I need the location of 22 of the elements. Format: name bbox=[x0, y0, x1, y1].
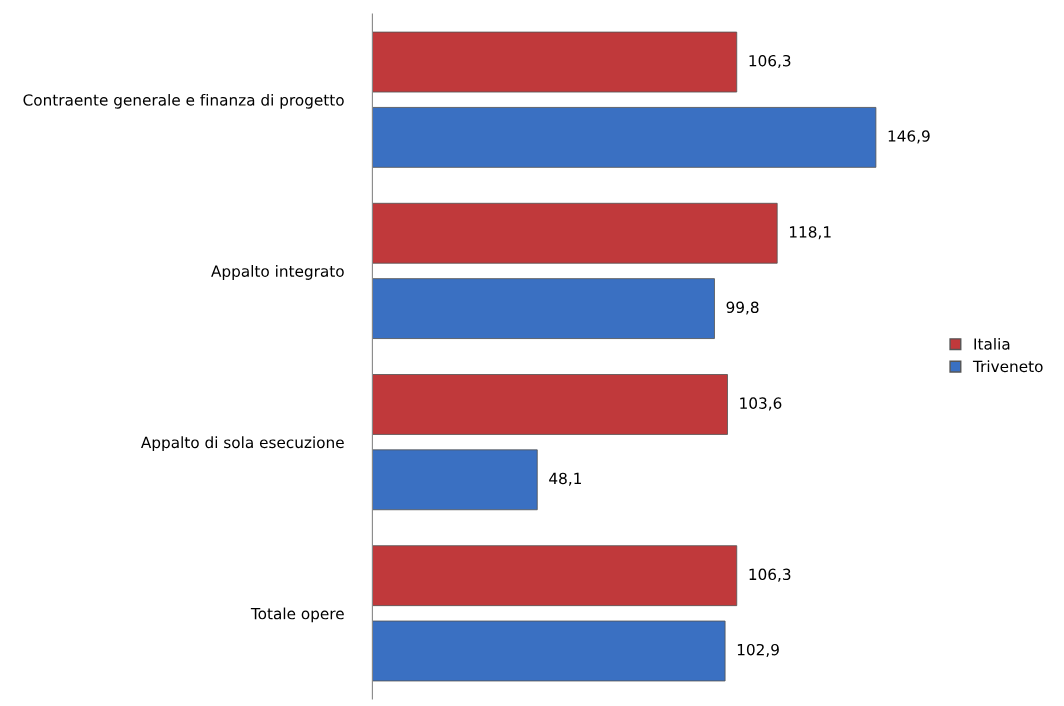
y-tick-label: Appalto integrato bbox=[211, 265, 344, 280]
y-tick-label: Appalto di sola esecuzione bbox=[140, 436, 344, 452]
bar bbox=[372, 374, 728, 435]
bar bbox=[372, 449, 538, 511]
legend-label: Italia bbox=[974, 337, 1010, 350]
bar bbox=[372, 107, 877, 168]
bar bbox=[372, 31, 738, 93]
data-label: 48,1 bbox=[549, 472, 581, 486]
data-label: 118,1 bbox=[789, 226, 831, 240]
data-label: 99,8 bbox=[726, 301, 759, 315]
legend-label: Triveneto bbox=[972, 360, 1043, 373]
bar bbox=[372, 202, 778, 264]
data-label: 106,3 bbox=[749, 568, 791, 582]
y-tick-label: Totale opere bbox=[250, 607, 344, 623]
bar bbox=[372, 620, 726, 682]
y-tick-label: Contraente generale e finanza di progetto bbox=[23, 93, 344, 109]
data-label: 103,6 bbox=[740, 397, 782, 411]
data-label: 102,9 bbox=[737, 643, 779, 657]
data-label: 106,3 bbox=[749, 54, 791, 69]
data-label: 146,9 bbox=[888, 130, 930, 144]
bar bbox=[372, 278, 715, 339]
bar bbox=[372, 545, 738, 607]
